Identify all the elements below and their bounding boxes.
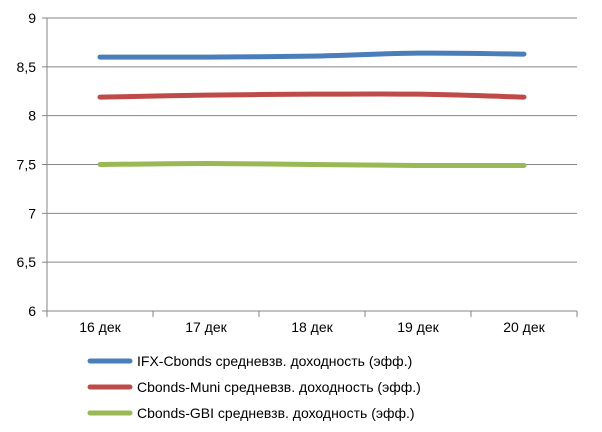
y-tick-label: 7,5 — [17, 157, 37, 173]
series-line-1 — [97, 50, 527, 60]
legend: IFX-Cbonds средневзв. доходность (эфф.) C… — [87, 353, 421, 421]
y-tick-label: 6,5 — [17, 254, 37, 270]
y-tick-label: 8 — [28, 108, 36, 124]
series-line-3 — [97, 161, 527, 169]
legend-label: Cbonds-Muni средневзв. доходность (эфф.) — [137, 379, 421, 395]
series-line-2 — [97, 91, 527, 100]
x-tick-label: 17 дек — [185, 319, 227, 335]
axes — [42, 17, 578, 317]
x-tick-label: 19 дек — [397, 319, 439, 335]
y-tick-label: 8,5 — [17, 59, 37, 75]
legend-label: Cbonds-GBI средневзв. доходность (эфф.) — [137, 405, 415, 421]
legend-label: IFX-Cbonds средневзв. доходность (эфф.) — [137, 353, 412, 369]
y-tick-labels: 6 6,5 7 7,5 8 8,5 9 — [17, 10, 37, 319]
x-tick-label: 16 дек — [79, 319, 121, 335]
series-lines — [97, 50, 527, 169]
y-tick-label: 7 — [28, 205, 36, 221]
x-tick-label: 18 дек — [291, 319, 333, 335]
x-tick-label: 20 дек — [503, 319, 545, 335]
y-tick-label: 6 — [28, 303, 36, 319]
x-tick-labels: 16 дек 17 дек 18 дек 19 дек 20 дек — [79, 319, 545, 335]
y-tick-label: 9 — [28, 10, 36, 26]
